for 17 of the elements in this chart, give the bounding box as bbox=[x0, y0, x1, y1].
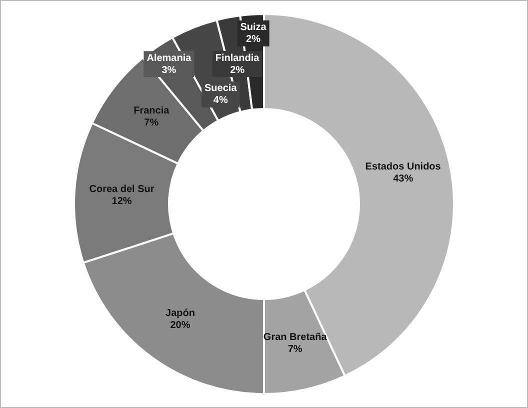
data-label: 43% bbox=[393, 174, 414, 185]
slice-label: Suecia bbox=[204, 83, 238, 94]
data-label: 20% bbox=[170, 320, 190, 332]
data-label: 2% bbox=[246, 34, 261, 46]
slice-label: Estados Unidos bbox=[365, 162, 442, 173]
data-label: 3% bbox=[162, 64, 176, 76]
data-label: 7% bbox=[288, 344, 302, 355]
data-label: 4% bbox=[213, 95, 228, 106]
data-label: 12% bbox=[112, 196, 132, 207]
slice-label: Corea del Sur bbox=[89, 184, 154, 195]
data-label: 2% bbox=[230, 64, 245, 76]
slice-label: Finlandia bbox=[215, 52, 260, 64]
slice-label: Alemania bbox=[146, 52, 192, 64]
data-label: 7% bbox=[144, 117, 159, 128]
slice-label: Japón bbox=[166, 308, 195, 320]
slice-label: Francia bbox=[134, 105, 170, 116]
slice-label: Suiza bbox=[240, 22, 267, 34]
